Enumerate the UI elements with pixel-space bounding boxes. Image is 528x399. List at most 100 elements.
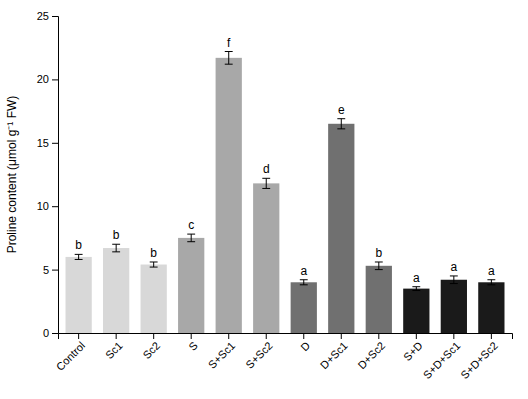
bar xyxy=(141,265,167,333)
x-tick: D+Sc2 xyxy=(355,333,387,371)
error-bar-stem xyxy=(266,178,267,188)
x-tick-mark xyxy=(416,333,417,339)
bar xyxy=(216,58,242,333)
error-bar-cap xyxy=(337,118,345,119)
error-bar-cap xyxy=(150,261,158,262)
error-bar xyxy=(150,262,158,267)
error-bar xyxy=(337,119,345,129)
error-bar-cap xyxy=(412,290,420,291)
x-tick-label: S xyxy=(186,339,200,353)
x-axis-line xyxy=(59,334,513,340)
error-bar-cap xyxy=(300,279,308,280)
error-bar xyxy=(112,244,120,252)
x-tick-label: Control xyxy=(54,339,88,373)
error-bar-cap xyxy=(187,241,195,242)
error-bar xyxy=(300,280,308,285)
x-tick: S+Sc1 xyxy=(206,333,238,371)
error-bar xyxy=(412,287,420,291)
error-bar-cap xyxy=(487,279,495,280)
error-bar-cap xyxy=(75,254,83,255)
y-axis-title: Proline content (μmol g⁻¹ FW) xyxy=(5,96,19,254)
error-bar-cap xyxy=(112,244,120,245)
y-tick-mark xyxy=(52,333,58,334)
error-bar-cap xyxy=(187,234,195,235)
y-tick: 10 xyxy=(37,200,58,212)
x-tick-label: S+Sc1 xyxy=(206,339,238,371)
error-bar-stem xyxy=(116,244,117,252)
error-bar xyxy=(225,52,233,65)
x-tick-mark xyxy=(78,333,79,339)
error-bar-stem xyxy=(191,234,192,242)
error-bar-cap xyxy=(375,269,383,270)
letter-label: e xyxy=(338,103,345,117)
y-tick-mark xyxy=(52,206,58,207)
x-tick-label: S+D xyxy=(401,339,425,363)
y-tick-mark xyxy=(52,270,58,271)
bar xyxy=(253,183,279,333)
x-tick-label: S+D+Sc2 xyxy=(458,339,500,381)
error-bar-stem xyxy=(228,52,229,65)
x-tick-mark xyxy=(191,333,192,339)
error-bar-cap xyxy=(150,267,158,268)
x-tick: Sc1 xyxy=(103,333,125,361)
chart: 0510152025ControlSc1Sc2SS+Sc1S+Sc2DD+Sc1… xyxy=(0,0,528,399)
y-tick-mark xyxy=(52,16,58,17)
bar xyxy=(366,266,392,333)
x-tick: S+D+Sc2 xyxy=(458,333,500,381)
x-tick-label: D+Sc1 xyxy=(318,339,350,371)
x-tick: S xyxy=(186,333,200,353)
error-bar-cap xyxy=(450,275,458,276)
y-tick-label: 5 xyxy=(43,264,49,276)
letter-label: a xyxy=(488,264,495,278)
letter-label: b xyxy=(113,228,120,242)
error-bar-stem xyxy=(453,276,454,284)
x-tick-label: S+Sc2 xyxy=(243,339,275,371)
y-tick: 0 xyxy=(43,327,58,339)
error-bar-stem xyxy=(153,262,154,267)
x-tick-label: Sc2 xyxy=(140,339,162,361)
letters: bbbcfdaebaaa xyxy=(75,36,495,285)
error-bar-stem xyxy=(78,254,79,259)
x-tick-mark xyxy=(228,333,229,339)
error-bar xyxy=(75,254,83,259)
x-tick: S+Sc2 xyxy=(243,333,275,371)
y-tick-label: 10 xyxy=(37,200,49,212)
x-tick-label: S+D+Sc1 xyxy=(421,339,463,381)
letter-label: f xyxy=(227,36,231,50)
error-bar-cap xyxy=(412,286,420,287)
bar xyxy=(178,238,204,333)
error-bar-cap xyxy=(337,128,345,129)
bar xyxy=(103,248,129,333)
error-bar-stem xyxy=(491,280,492,285)
x-tick: S+D+Sc1 xyxy=(421,333,463,381)
letter-label: d xyxy=(263,162,270,176)
x-tick-mark xyxy=(266,333,267,339)
y-tick: 5 xyxy=(43,264,58,276)
error-bar-cap xyxy=(375,261,383,262)
y-tick-label: 0 xyxy=(43,327,49,339)
error-bar-cap xyxy=(450,283,458,284)
error-bar-cap xyxy=(487,284,495,285)
bar xyxy=(403,289,429,333)
y-tick-label: 20 xyxy=(37,73,49,85)
x-axis: ControlSc1Sc2SS+Sc1S+Sc2DD+Sc1D+Sc2S+DS+… xyxy=(54,333,513,381)
letter-label: b xyxy=(75,238,82,252)
x-tick-mark xyxy=(378,333,379,339)
x-tick: Control xyxy=(54,333,88,373)
error-bar-stem xyxy=(378,262,379,270)
x-tick: D+Sc1 xyxy=(318,333,350,371)
error-bar-stem xyxy=(416,287,417,291)
error-bar xyxy=(262,178,270,188)
bar xyxy=(478,282,504,333)
x-tick: S+D xyxy=(401,333,425,363)
error-bar xyxy=(487,280,495,285)
error-bar xyxy=(375,262,383,270)
error-bar-cap xyxy=(300,284,308,285)
y-tick: 20 xyxy=(37,73,58,85)
x-tick-label: D+Sc2 xyxy=(355,339,387,371)
error-bar xyxy=(450,276,458,284)
error-bar-cap xyxy=(225,64,233,65)
error-bar-cap xyxy=(262,178,270,179)
y-tick: 15 xyxy=(37,137,58,149)
y-tick: 25 xyxy=(37,10,58,22)
